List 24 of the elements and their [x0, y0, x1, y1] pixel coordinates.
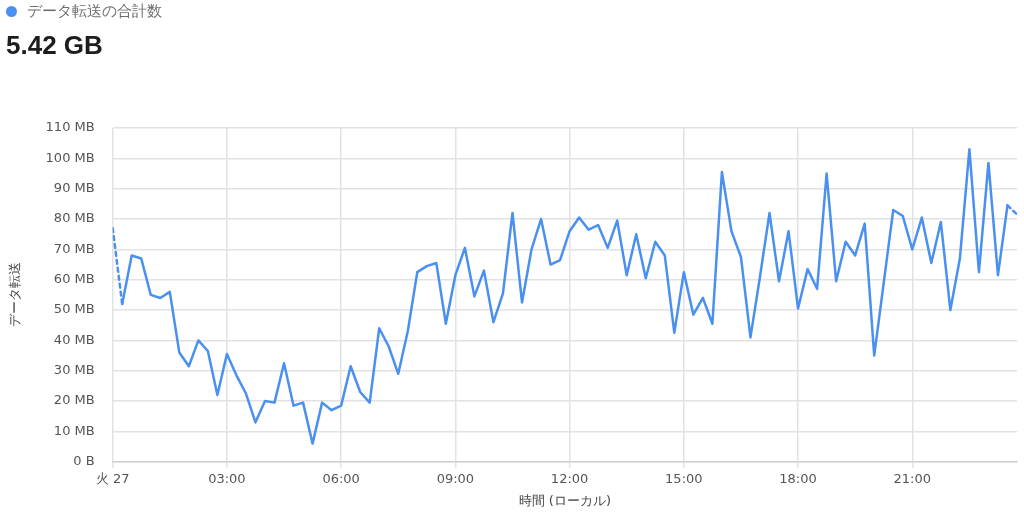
y-tick-label: 50 MB [53, 301, 95, 317]
x-tick-label: 21:00 [893, 470, 932, 486]
y-tick-label: 110 MB [45, 119, 95, 135]
y-tick-label: 0 B [73, 453, 95, 469]
chart-subtitle: 5.42 GB [6, 30, 104, 61]
x-tick-label: 15:00 [665, 470, 703, 486]
y-tick-label: 10 MB [53, 422, 95, 438]
x-tick-label: 09:00 [436, 470, 475, 486]
x-tick-label: 12:00 [550, 470, 589, 486]
x-tick-label: 18:00 [779, 470, 817, 486]
x-tick-label: 火 27 [95, 470, 130, 486]
y-axis-title: データ転送 [7, 262, 23, 328]
y-tick-label: 90 MB [53, 180, 95, 196]
x-axis-title: 時間 (ローカル) [518, 492, 611, 508]
y-tick-label: 80 MB [53, 210, 95, 226]
y-tick-label: 60 MB [53, 271, 95, 287]
y-tick-label: 70 MB [53, 240, 95, 256]
y-tick-label: 30 MB [53, 362, 95, 378]
y-tick-label: 100 MB [45, 149, 95, 165]
x-tick-label: 06:00 [322, 470, 360, 486]
y-tick-label: 20 MB [53, 392, 95, 408]
legend-label: データ転送の合計数 [27, 1, 162, 21]
y-tick-label: 40 MB [53, 331, 95, 347]
x-tick-label: 03:00 [208, 470, 246, 486]
